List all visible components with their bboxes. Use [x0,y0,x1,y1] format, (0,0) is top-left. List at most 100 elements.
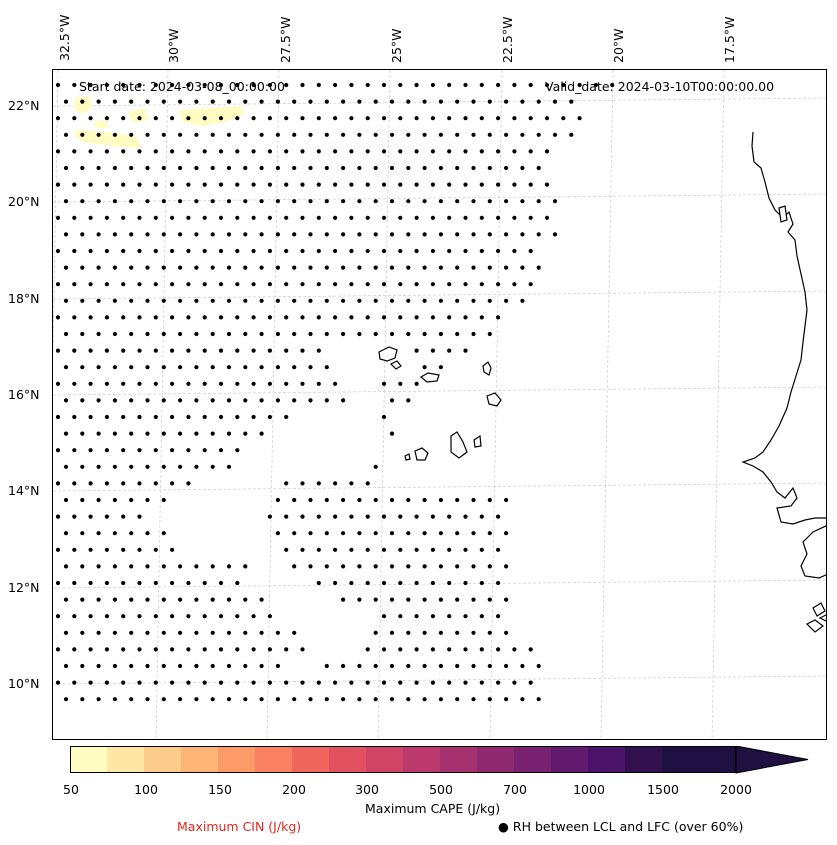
rh-dot [63,331,69,337]
rh-dot [186,348,191,353]
rh-dot [504,199,509,204]
rh-dot [471,165,476,171]
lat-label-20n: 20°N [8,194,40,209]
rh-dot [292,331,297,337]
rh-dot [104,282,109,287]
rh-dot [487,697,492,702]
rh-dot [186,680,191,685]
rh-dot [137,82,142,88]
rh-dot [104,348,109,353]
rh-dot [341,298,346,303]
colorbar-cell [551,746,589,773]
rh-dot [186,282,191,287]
rh-dot [137,514,142,519]
rh-dot [471,564,476,569]
rh-dot [72,248,77,254]
rh-dot [398,182,403,187]
rh-dot [349,82,354,88]
rh-dot [504,497,509,503]
rh-dot [463,680,468,685]
rh-dot [251,680,256,685]
rh-dot [251,215,256,220]
rh-dot [121,481,126,486]
meridian-line [155,70,169,739]
rh-dot [178,365,183,370]
rh-dot [487,630,492,635]
rh-dot [373,531,378,536]
rh-dot [218,282,224,287]
rh-dot [194,331,199,337]
rh-dot [243,331,248,337]
rh-dot [479,614,484,619]
rh-dot [349,481,354,486]
rh-dot [80,331,85,337]
rh-dot [528,282,533,287]
rh-dot [112,331,117,337]
rh-dot [414,82,419,88]
island [486,392,502,407]
rh-dot [528,149,533,154]
rh-dot [471,597,476,602]
lon-label-17-5w: 17.5°W [722,16,737,63]
rh-dot [88,315,93,320]
rh-dot [243,398,248,403]
rh-dot [561,82,566,88]
rh-dot [121,414,126,420]
rh-dot [593,82,599,88]
rh-dot [447,182,452,187]
rh-dot [324,265,329,270]
rh-dot [389,431,395,436]
rh-dot [577,82,582,88]
rh-dot [161,132,166,137]
rh-dot [129,597,134,602]
rh-dot [96,564,101,569]
rh-dot [520,298,525,303]
rh-dot [373,597,378,602]
rh-dot [88,614,93,619]
rh-dot [357,199,362,204]
coastlines [378,131,826,633]
rh-dot [357,165,362,171]
rh-dot [357,663,362,669]
rh-dot [455,597,460,602]
rh-dot [496,116,501,121]
rh-dot [259,331,264,337]
rh-dot [145,597,150,602]
rh-dot [528,248,533,254]
rh-dot [365,248,370,254]
rh-dot [504,564,509,569]
rh-dot [381,149,387,154]
rh-dot [88,248,93,254]
rh-dot [406,531,411,536]
rh-dot [300,215,305,220]
rh-dot [80,630,85,635]
rh-dot [373,697,378,702]
rh-dot [243,298,248,303]
rh-dot [463,647,468,652]
rh-dot [373,99,378,104]
rh-dot [80,99,85,104]
rh-dot [438,663,443,669]
rh-dot [349,514,354,519]
rh-dot [389,199,395,204]
rh-dot [504,597,509,602]
rh-dot [80,697,85,702]
rh-dot [373,663,378,669]
rh-dot [153,82,158,88]
rh-dot [398,614,403,619]
rh-dot [96,663,101,669]
rh-dot [455,199,460,204]
rh-dot [455,497,460,503]
rh-dot [316,215,321,220]
rh-dot [210,298,215,303]
rh-dot [275,232,280,237]
rh-dot [324,398,329,403]
colorbar-cell [440,746,478,773]
rh-dot [194,99,199,104]
rh-dot [471,298,476,303]
rh-dot [365,514,370,519]
rh-dot [389,597,395,602]
rh-dot [284,149,289,154]
rh-dot [161,365,166,370]
rh-dot [194,298,199,303]
